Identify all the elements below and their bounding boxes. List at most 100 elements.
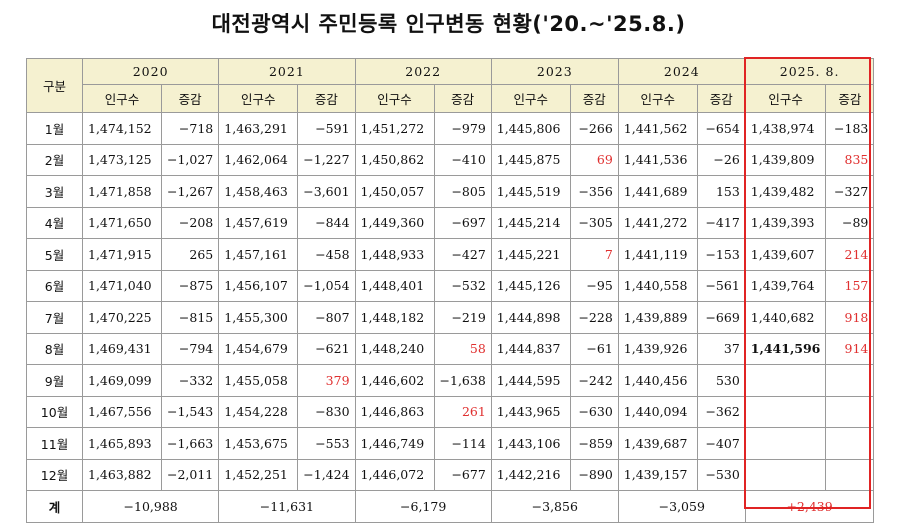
total-value: −3,059 <box>617 490 746 523</box>
page-title: 대전광역시 주민등록 인구변동 현황('20.~'25.8.) <box>211 12 686 36</box>
population-cell: 1,443,106 <box>490 427 571 460</box>
change-cell: −362 <box>696 395 746 428</box>
pop-column-header: 인구수 <box>82 84 162 113</box>
header-row-columns: 인구수 증감 인구수 증감 인구수 증감 인구수 증감 인구수 증감 인구수 증감 <box>27 84 875 113</box>
change-cell: 379 <box>297 364 356 397</box>
change-cell: −890 <box>569 458 619 491</box>
change-cell: −591 <box>297 112 356 145</box>
population-cell: 1,446,749 <box>354 427 435 460</box>
population-cell: 1,448,182 <box>354 301 435 334</box>
population-cell: 1,445,221 <box>490 238 571 271</box>
change-cell: 914 <box>825 332 875 365</box>
population-cell: 1,450,862 <box>354 143 435 176</box>
change-cell <box>825 364 875 397</box>
population-cell: 1,441,536 <box>617 143 698 176</box>
change-cell: −61 <box>569 332 619 365</box>
population-cell: 1,444,595 <box>490 364 571 397</box>
change-cell: −26 <box>696 143 746 176</box>
population-table: 구분 2020 2021 2022 2023 2024 2025. 8. 인구수… <box>26 58 875 523</box>
change-column-header: 증감 <box>569 84 619 113</box>
month-label: 2월 <box>26 143 83 176</box>
year-header: 2025. 8. <box>744 58 875 85</box>
month-label: 7월 <box>26 301 83 334</box>
population-cell: 1,470,225 <box>82 301 162 334</box>
population-cell: 1,445,806 <box>490 112 571 145</box>
population-cell: 1,446,863 <box>354 395 435 428</box>
population-cell: 1,440,682 <box>744 301 827 334</box>
population-cell: 1,463,291 <box>218 112 299 145</box>
change-cell: −830 <box>297 395 356 428</box>
pop-column-header: 인구수 <box>744 84 827 113</box>
month-label: 11월 <box>26 427 83 460</box>
year-header: 2020 <box>81 58 220 85</box>
population-cell: 1,441,596 <box>744 332 827 365</box>
change-cell: 261 <box>433 395 492 428</box>
year-header: 2024 <box>617 58 746 85</box>
population-cell: 1,444,898 <box>490 301 571 334</box>
population-cell: 1,469,099 <box>82 364 162 397</box>
total-value: −11,631 <box>218 490 356 523</box>
change-column-header: 증감 <box>160 84 220 113</box>
population-cell: 1,439,393 <box>744 206 827 239</box>
change-column-header: 증감 <box>297 84 356 113</box>
change-cell: −815 <box>160 301 220 334</box>
population-cell: 1,446,072 <box>354 458 435 491</box>
change-cell: −561 <box>696 269 746 302</box>
change-cell: 157 <box>825 269 875 302</box>
population-cell: 1,451,272 <box>354 112 435 145</box>
month-label: 10월 <box>26 395 83 428</box>
population-cell: 1,443,965 <box>490 395 571 428</box>
change-cell <box>825 395 875 428</box>
population-cell: 1,457,619 <box>218 206 299 239</box>
table-row: 9월 1,469,099 −332 1,455,058 379 1,446,602 −1,6… <box>26 364 875 397</box>
change-cell: −427 <box>433 238 492 271</box>
change-cell: −1,227 <box>297 143 356 176</box>
pop-column-header: 인구수 <box>218 84 299 113</box>
population-cell: 1,439,607 <box>744 238 827 271</box>
population-cell: 1,441,689 <box>617 175 698 208</box>
population-cell: 1,467,556 <box>82 395 162 428</box>
change-cell: −305 <box>569 206 619 239</box>
population-cell <box>744 458 827 491</box>
change-cell: −654 <box>696 112 746 145</box>
population-cell: 1,449,360 <box>354 206 435 239</box>
table-row: 8월 1,469,431 −794 1,454,679 −621 1,448,240 58 1… <box>26 332 875 365</box>
change-cell: 530 <box>696 364 746 397</box>
table-row: 12월 1,463,882 −2,011 1,452,251 −1,424 1,446,0… <box>26 458 875 491</box>
month-label: 4월 <box>26 206 83 239</box>
change-cell: −356 <box>569 175 619 208</box>
population-cell: 1,439,482 <box>744 175 827 208</box>
month-label: 8월 <box>26 332 83 365</box>
month-label: 5월 <box>26 238 83 271</box>
change-cell: −1,424 <box>297 458 356 491</box>
change-cell: −532 <box>433 269 492 302</box>
population-cell: 1,456,107 <box>218 269 299 302</box>
change-cell: 58 <box>433 332 492 365</box>
change-cell: 265 <box>160 238 220 271</box>
pop-column-header: 인구수 <box>354 84 435 113</box>
total-value: −10,988 <box>81 490 220 523</box>
change-cell: −458 <box>297 238 356 271</box>
table-row: 11월 1,465,893 −1,663 1,453,675 −553 1,446,749… <box>26 427 875 460</box>
population-cell: 1,439,687 <box>617 427 698 460</box>
change-cell: −530 <box>696 458 746 491</box>
population-cell: 1,440,558 <box>617 269 698 302</box>
population-cell <box>744 395 827 428</box>
month-label: 3월 <box>26 175 83 208</box>
population-cell: 1,474,152 <box>82 112 162 145</box>
change-cell: −794 <box>160 332 220 365</box>
change-cell: 37 <box>696 332 746 365</box>
change-cell: −407 <box>696 427 746 460</box>
change-cell: −630 <box>569 395 619 428</box>
total-value: −3,856 <box>490 490 619 523</box>
table-row: 5월 1,471,915 265 1,457,161 −458 1,448,933 −427… <box>26 238 875 271</box>
change-cell: −1,054 <box>297 269 356 302</box>
population-cell: 1,454,228 <box>218 395 299 428</box>
year-header: 2021 <box>218 58 356 85</box>
population-cell: 1,439,764 <box>744 269 827 302</box>
population-cell: 1,455,300 <box>218 301 299 334</box>
pop-column-header: 인구수 <box>490 84 571 113</box>
year-header: 2022 <box>354 58 492 85</box>
population-cell: 1,444,837 <box>490 332 571 365</box>
table-row: 10월 1,467,556 −1,543 1,454,228 −830 1,446,863… <box>26 395 875 428</box>
